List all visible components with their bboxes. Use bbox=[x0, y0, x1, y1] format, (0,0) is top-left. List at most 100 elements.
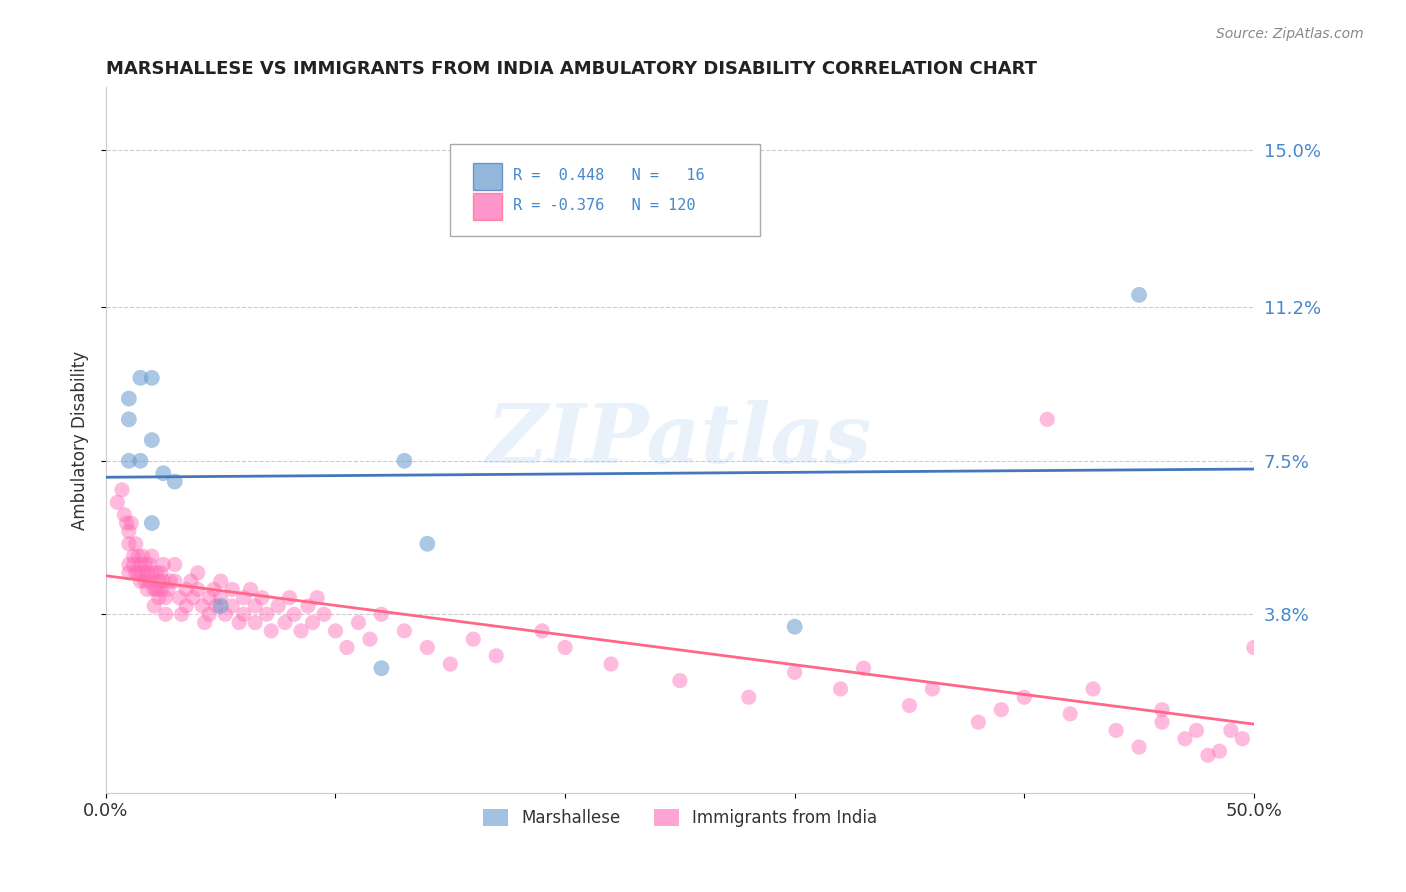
Immigrants from India bbox=[141, 566, 163, 580]
Immigrants from India bbox=[256, 607, 278, 622]
Immigrants from India bbox=[1128, 739, 1150, 754]
Immigrants from India bbox=[145, 582, 167, 597]
Immigrants from India bbox=[783, 665, 806, 680]
FancyBboxPatch shape bbox=[474, 194, 502, 220]
Immigrants from India bbox=[191, 599, 214, 613]
Marshallese bbox=[209, 599, 232, 613]
Immigrants from India bbox=[187, 566, 209, 580]
Immigrants from India bbox=[105, 495, 128, 509]
Immigrants from India bbox=[174, 582, 197, 597]
Immigrants from India bbox=[228, 615, 250, 630]
Immigrants from India bbox=[416, 640, 439, 655]
Immigrants from India bbox=[283, 607, 305, 622]
Immigrants from India bbox=[187, 582, 209, 597]
Immigrants from India bbox=[1036, 412, 1059, 426]
Immigrants from India bbox=[150, 582, 173, 597]
Marshallese bbox=[141, 433, 163, 447]
Immigrants from India bbox=[1150, 703, 1173, 717]
Immigrants from India bbox=[118, 558, 141, 572]
Text: R = -0.376   N = 120: R = -0.376 N = 120 bbox=[513, 198, 696, 213]
Immigrants from India bbox=[115, 516, 138, 530]
Immigrants from India bbox=[830, 681, 852, 696]
Immigrants from India bbox=[209, 591, 232, 605]
Immigrants from India bbox=[967, 715, 990, 730]
Immigrants from India bbox=[131, 566, 153, 580]
Immigrants from India bbox=[554, 640, 576, 655]
Marshallese bbox=[783, 620, 806, 634]
Marshallese bbox=[141, 371, 163, 385]
Immigrants from India bbox=[1232, 731, 1254, 746]
Immigrants from India bbox=[278, 591, 301, 605]
Immigrants from India bbox=[155, 607, 177, 622]
Immigrants from India bbox=[1243, 640, 1265, 655]
Immigrants from India bbox=[152, 574, 174, 588]
Immigrants from India bbox=[1288, 723, 1310, 738]
Immigrants from India bbox=[243, 599, 266, 613]
Immigrants from India bbox=[129, 558, 152, 572]
Marshallese bbox=[118, 392, 141, 406]
FancyBboxPatch shape bbox=[450, 144, 761, 235]
Marshallese bbox=[118, 412, 141, 426]
Immigrants from India bbox=[990, 703, 1012, 717]
Immigrants from India bbox=[194, 615, 217, 630]
Legend: Marshallese, Immigrants from India: Marshallese, Immigrants from India bbox=[477, 802, 884, 834]
Marshallese bbox=[141, 516, 163, 530]
Text: Source: ZipAtlas.com: Source: ZipAtlas.com bbox=[1216, 27, 1364, 41]
Immigrants from India bbox=[159, 574, 181, 588]
Immigrants from India bbox=[131, 549, 153, 564]
Immigrants from India bbox=[214, 607, 236, 622]
Marshallese bbox=[1128, 288, 1150, 302]
Immigrants from India bbox=[1012, 690, 1035, 705]
Immigrants from India bbox=[141, 549, 163, 564]
Immigrants from India bbox=[232, 591, 254, 605]
Immigrants from India bbox=[394, 624, 416, 638]
Immigrants from India bbox=[136, 566, 159, 580]
Immigrants from India bbox=[1197, 748, 1219, 763]
Immigrants from India bbox=[1105, 723, 1128, 738]
Immigrants from India bbox=[138, 574, 160, 588]
Immigrants from India bbox=[125, 566, 148, 580]
Immigrants from India bbox=[148, 591, 170, 605]
Immigrants from India bbox=[122, 549, 145, 564]
Immigrants from India bbox=[163, 558, 186, 572]
Immigrants from India bbox=[150, 566, 173, 580]
Immigrants from India bbox=[439, 657, 461, 671]
Text: R =  0.448   N =   16: R = 0.448 N = 16 bbox=[513, 168, 704, 183]
Immigrants from India bbox=[118, 566, 141, 580]
Immigrants from India bbox=[1208, 744, 1230, 758]
FancyBboxPatch shape bbox=[474, 163, 502, 190]
Immigrants from India bbox=[118, 537, 141, 551]
Immigrants from India bbox=[152, 558, 174, 572]
Immigrants from India bbox=[111, 483, 134, 497]
Immigrants from India bbox=[198, 607, 221, 622]
Immigrants from India bbox=[134, 558, 156, 572]
Immigrants from India bbox=[325, 624, 347, 638]
Immigrants from India bbox=[239, 582, 262, 597]
Immigrants from India bbox=[921, 681, 943, 696]
Immigrants from India bbox=[129, 574, 152, 588]
Immigrants from India bbox=[336, 640, 359, 655]
Immigrants from India bbox=[205, 599, 228, 613]
Immigrants from India bbox=[312, 607, 335, 622]
Marshallese bbox=[370, 661, 392, 675]
Immigrants from India bbox=[181, 591, 204, 605]
Immigrants from India bbox=[169, 591, 191, 605]
Immigrants from India bbox=[125, 537, 148, 551]
Marshallese bbox=[163, 475, 186, 489]
Immigrants from India bbox=[1150, 715, 1173, 730]
Immigrants from India bbox=[250, 591, 273, 605]
Immigrants from India bbox=[148, 574, 170, 588]
Immigrants from India bbox=[163, 574, 186, 588]
Immigrants from India bbox=[221, 582, 243, 597]
Immigrants from India bbox=[1059, 706, 1081, 721]
Immigrants from India bbox=[1185, 723, 1208, 738]
Immigrants from India bbox=[1254, 661, 1277, 675]
Immigrants from India bbox=[463, 632, 485, 647]
Marshallese bbox=[129, 371, 152, 385]
Immigrants from India bbox=[290, 624, 312, 638]
Immigrants from India bbox=[134, 574, 156, 588]
Y-axis label: Ambulatory Disability: Ambulatory Disability bbox=[72, 351, 89, 530]
Immigrants from India bbox=[138, 558, 160, 572]
Immigrants from India bbox=[118, 524, 141, 539]
Immigrants from India bbox=[174, 599, 197, 613]
